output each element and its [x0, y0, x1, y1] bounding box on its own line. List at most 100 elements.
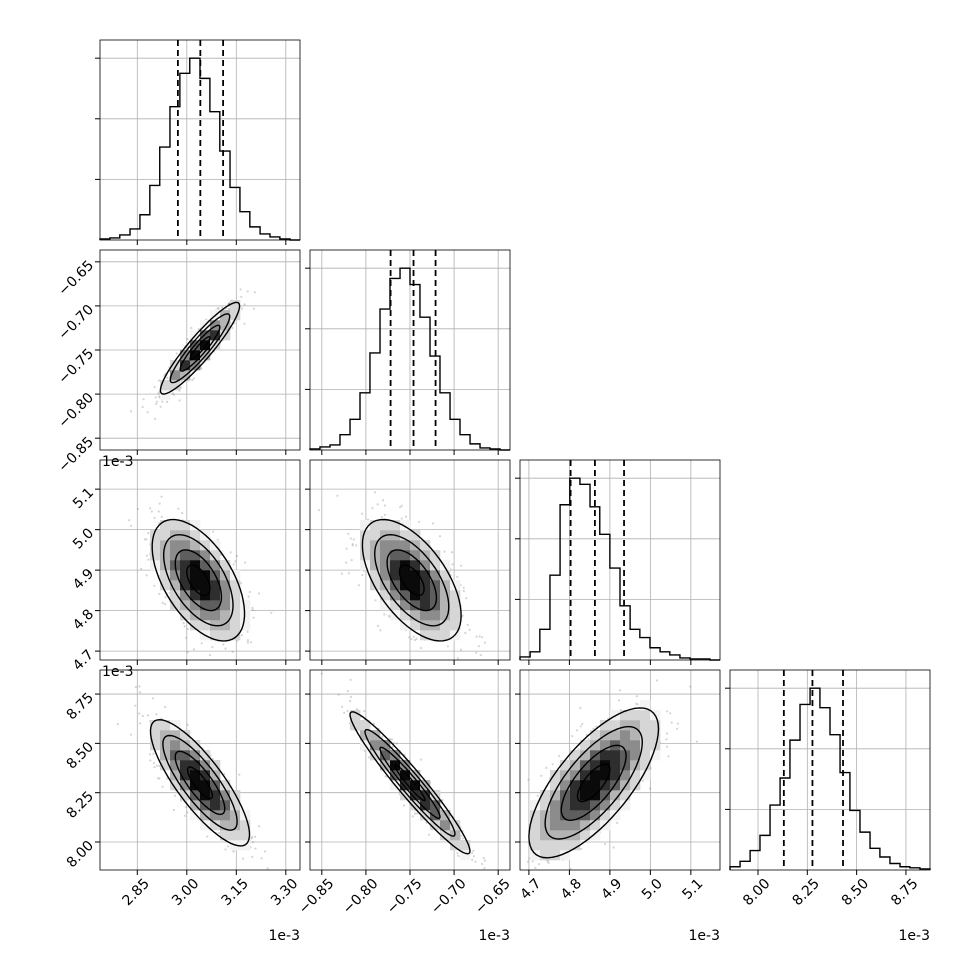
scatter-point	[558, 754, 561, 758]
contour-level-1	[179, 324, 221, 372]
scatter-point	[221, 306, 224, 309]
scatter-point	[617, 699, 621, 702]
scatter-point	[569, 867, 572, 870]
density-bin	[410, 600, 421, 611]
scatter-point	[538, 863, 541, 866]
density-bin	[560, 760, 571, 771]
density-bin	[580, 750, 591, 761]
density-bin	[200, 550, 211, 561]
density-bin	[530, 800, 541, 811]
density-bin	[590, 780, 601, 791]
pair-panel-2-0	[95, 459, 301, 665]
density-bin	[630, 770, 641, 781]
scatter-point	[180, 380, 183, 383]
scatter-point	[239, 288, 242, 291]
density-bin	[200, 340, 211, 351]
scatter-point	[468, 628, 471, 632]
density-bin	[220, 600, 231, 611]
scatter-point	[181, 511, 184, 515]
y-tick-label: −0.65	[55, 258, 97, 300]
density-bin	[380, 600, 391, 611]
scatter-point	[184, 806, 187, 809]
density-bin	[190, 520, 201, 531]
y-tick-label: 4.9	[70, 566, 97, 593]
density-bin	[400, 540, 411, 551]
scatter-point	[383, 613, 386, 616]
density-bin	[230, 620, 241, 631]
density-bin	[360, 540, 371, 551]
density-bin	[440, 590, 451, 601]
density-bin	[600, 720, 611, 731]
scatter-point	[526, 860, 529, 863]
scatter-point	[383, 504, 386, 507]
scatter-point	[636, 703, 639, 706]
scatter-point	[191, 378, 194, 382]
scatter-point	[418, 520, 421, 523]
contour-level-1	[174, 549, 223, 612]
x-axis-scale-note: 1e-3	[479, 928, 510, 944]
contour-level-1	[560, 744, 627, 822]
density-bin	[350, 720, 361, 731]
density-bin	[610, 760, 621, 771]
density-bin	[420, 580, 431, 591]
scatter-point	[544, 883, 546, 885]
scatter-point	[376, 503, 379, 506]
density-bin	[550, 770, 561, 781]
scatter-point	[475, 635, 478, 638]
scatter-point	[153, 584, 156, 587]
scatter-point	[146, 411, 149, 414]
density-bin	[160, 530, 171, 541]
density-bin	[230, 830, 241, 841]
density-bin	[170, 520, 181, 531]
scatter-point	[145, 554, 148, 557]
density-bin	[410, 550, 421, 561]
density-bin	[590, 740, 601, 751]
scatter-point	[549, 880, 551, 882]
scatter-point	[251, 608, 254, 612]
density-bin	[450, 840, 461, 851]
contour-level-2	[364, 728, 456, 837]
density-bin	[200, 820, 211, 831]
scatter-point	[381, 735, 384, 738]
density-bin	[410, 610, 421, 621]
density-bin	[640, 740, 651, 751]
scatter-point	[200, 642, 203, 645]
density-bin	[190, 600, 201, 611]
scatter-point	[177, 507, 180, 510]
panel-frame	[519, 669, 721, 871]
scatter-point	[547, 861, 550, 865]
density-bin	[380, 750, 391, 761]
scatter-point	[355, 544, 358, 547]
density-bin	[180, 610, 191, 621]
scatter-point	[466, 623, 469, 627]
scatter-point	[472, 855, 476, 858]
y-tick-label: 8.75	[64, 690, 97, 723]
histogram-step-3	[729, 687, 931, 870]
scatter-point	[456, 852, 459, 855]
scatter-point	[695, 740, 699, 743]
density-bin	[400, 790, 411, 801]
density-bin	[190, 760, 201, 771]
scatter-point	[538, 873, 540, 875]
density-bin	[450, 620, 461, 631]
density-bin	[630, 750, 641, 761]
density-bin	[180, 550, 191, 561]
density-bin	[460, 840, 471, 851]
scatter-point	[351, 544, 354, 547]
scatter-point	[462, 586, 465, 589]
contour-level-1	[386, 549, 438, 612]
density-bin	[570, 770, 581, 781]
scatter-point	[150, 510, 153, 513]
scatter-point	[192, 648, 196, 651]
density-bin	[410, 790, 421, 801]
density-bin	[630, 720, 641, 731]
density-bin	[190, 770, 201, 781]
scatter-point	[347, 572, 350, 575]
density-bin	[590, 820, 601, 831]
contour-level-0	[186, 564, 211, 597]
scatter-point	[346, 690, 349, 693]
scatter-point	[246, 290, 249, 293]
density-bin	[160, 380, 171, 391]
scatter-point	[251, 841, 255, 844]
density-bin	[540, 850, 551, 861]
